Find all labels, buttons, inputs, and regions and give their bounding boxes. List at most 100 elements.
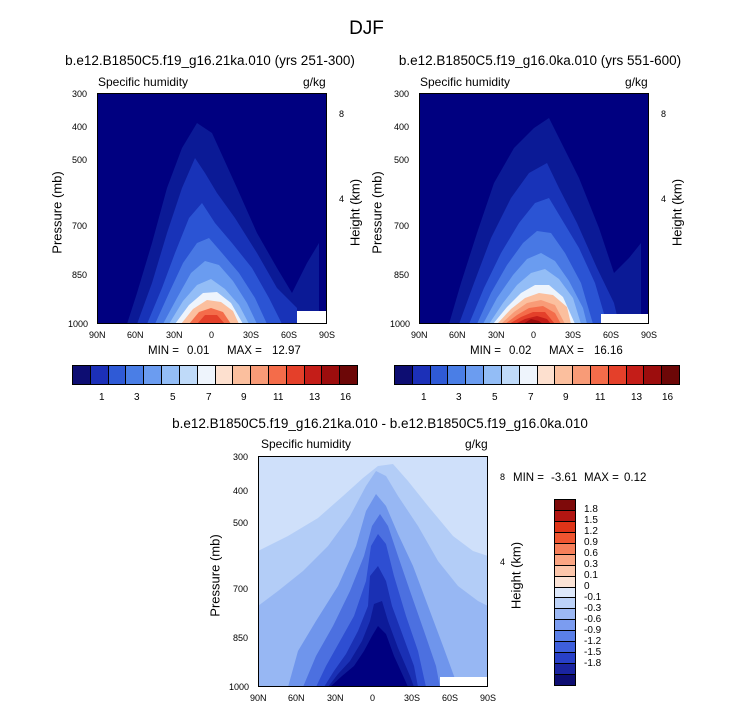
panel3-ylabel: Pressure (mb) xyxy=(207,534,223,617)
panel3-colorbar-swatch xyxy=(555,620,575,632)
panel1-title: b.e12.B1850C5.f19_g16.21ka.010 (yrs 251-… xyxy=(65,53,355,68)
panel1-colorbar-swatch xyxy=(144,366,163,384)
panel3-colorbar-swatch xyxy=(555,554,575,566)
panel3-xtick-90n: 90N xyxy=(250,693,267,703)
panel1-xtick-90s: 90S xyxy=(319,330,336,340)
panel3-cbar-label: 1.8 xyxy=(584,504,598,515)
panel3-title: b.e12.B1850C5.f19_g16.21ka.010 - b.e12.B… xyxy=(172,416,588,431)
panel2-colorbar-swatch xyxy=(626,366,645,384)
panel2-ytick-300: 300 xyxy=(394,89,410,99)
panel1-ytick-400: 400 xyxy=(72,122,88,132)
panel1-xtick-30n: 30N xyxy=(166,330,183,340)
panel2-colorbar-swatch xyxy=(608,366,627,384)
panel1-colorbar-swatch xyxy=(286,366,305,384)
panel2-xtick-60n: 60N xyxy=(449,330,466,340)
panel1-cbar-label: 13 xyxy=(309,392,321,403)
panel3-terrain-mask xyxy=(440,677,488,687)
panel1-min-label: MIN = xyxy=(148,345,179,357)
panel2-colorbar-swatch xyxy=(484,366,502,384)
panel3-cbar-label: -0.3 xyxy=(584,603,602,614)
panel2-min-label: MIN = xyxy=(470,345,501,357)
panel1-cbar-label: 11 xyxy=(273,392,284,403)
panel2-max-value: 16.16 xyxy=(594,345,623,357)
panel1-ylabel-right: Height (km) xyxy=(347,178,363,247)
panel3-colorbar-swatch xyxy=(555,543,575,555)
panel1-colorbar-swatch xyxy=(322,366,341,384)
panel2-ylabel-right: Height (km) xyxy=(669,178,685,247)
panel3-colorbar-swatch xyxy=(555,653,575,665)
panel2-colorbar-swatch xyxy=(430,366,449,384)
panel2-ylabel: Pressure (mb) xyxy=(369,171,385,254)
panel3-ytick-700: 700 xyxy=(233,584,249,594)
panel2-cbar-label: 13 xyxy=(631,392,643,403)
panel1-colorbar-swatch xyxy=(90,366,109,384)
panel2-colorbar-swatch xyxy=(555,366,574,384)
panel2-colorbar-swatch xyxy=(662,366,679,384)
panel1-ytick-850: 850 xyxy=(72,270,88,280)
panel1-colorbar-swatch xyxy=(340,366,357,384)
panel3-colorbar-swatch xyxy=(555,510,575,522)
panel2-colorbar-swatch xyxy=(466,366,485,384)
panel3-colorbar-swatch xyxy=(555,609,575,621)
panel3-cbar-label: -1.2 xyxy=(584,636,602,647)
panel3-xtick-30s: 30S xyxy=(404,693,421,703)
panel3-cbar-label: -0.1 xyxy=(584,592,602,603)
panel2-ytick-700: 700 xyxy=(394,221,410,231)
panel3-colorbar-swatch xyxy=(555,521,575,533)
panel3-xtick-30n: 30N xyxy=(327,693,344,703)
panel2-cbar-label: 3 xyxy=(456,392,462,403)
panel1-xtick-60s: 60S xyxy=(281,330,298,340)
panel2-colorbar-swatch xyxy=(395,366,413,384)
panel1-colorbar-swatch xyxy=(108,366,127,384)
panel1-cbar-label: 1 xyxy=(99,392,105,403)
panel1-min-value: 0.01 xyxy=(187,345,210,357)
panel1-left-string: Specific humidity xyxy=(98,75,189,89)
panel1-max-label: MAX = xyxy=(227,345,262,357)
panel1-colorbar-swatch xyxy=(126,366,145,384)
panel2-colorbar-swatch xyxy=(519,366,538,384)
panel2-cbar-label: 11 xyxy=(595,392,606,403)
panel1-colorbar-swatch xyxy=(179,366,198,384)
main-title: DJF xyxy=(349,18,384,39)
panel1-rtick-4: 4 xyxy=(339,194,345,204)
panel2-colorbar-swatch xyxy=(537,366,556,384)
panel1-units: g/kg xyxy=(303,75,326,89)
panel2-colorbar-swatch xyxy=(573,366,591,384)
panel1-ytick-700: 700 xyxy=(72,221,88,231)
panel2-ytick-400: 400 xyxy=(394,122,410,132)
panel3-rtick-4: 4 xyxy=(500,557,506,567)
panel3-colorbar-swatch xyxy=(555,631,575,643)
panel1-ylabel: Pressure (mb) xyxy=(49,171,65,254)
panel2-units: g/kg xyxy=(625,75,648,89)
panel2-cbar-label: 9 xyxy=(563,392,569,403)
panel3-colorbar-swatch xyxy=(555,675,575,685)
panel2-colorbar xyxy=(394,365,680,385)
panel1-colorbar xyxy=(72,365,358,385)
panel2-rtick-4: 4 xyxy=(661,194,667,204)
panel3-xtick-60n: 60N xyxy=(288,693,305,703)
panel2-ytick-850: 850 xyxy=(394,270,410,280)
panel1-cbar-label: 5 xyxy=(170,392,176,403)
panel2-colorbar-swatch xyxy=(448,366,467,384)
panel1-colorbar-swatch xyxy=(162,366,180,384)
panel3-colorbar-swatch xyxy=(555,587,575,599)
panel1-contour-l10 xyxy=(197,315,225,324)
panel1-cbar-label: 16 xyxy=(340,392,352,403)
panel1-colorbar-swatch xyxy=(73,366,91,384)
panel2-plot xyxy=(419,93,649,324)
panel3-ytick-400: 400 xyxy=(233,486,249,496)
panel3-max-value: 0.12 xyxy=(624,472,647,484)
panel3-max-label: MAX = xyxy=(584,472,619,484)
panel2-colorbar-swatch xyxy=(644,366,663,384)
panel1-frame xyxy=(97,93,327,324)
panel3-cbar-label: 1.2 xyxy=(584,526,598,537)
panel2-xtick-30n: 30N xyxy=(488,330,505,340)
panel3-rtick-8: 8 xyxy=(500,472,506,482)
panel3-cbar-label: 0.6 xyxy=(584,548,598,559)
panel2-colorbar-swatch xyxy=(590,366,609,384)
panel3-plot xyxy=(258,456,488,687)
panel3-colorbar-swatch xyxy=(555,500,575,511)
panel2-colorbar-swatch xyxy=(501,366,520,384)
panel3-ytick-850: 850 xyxy=(233,633,249,643)
panel1-terrain-mask xyxy=(297,311,327,324)
